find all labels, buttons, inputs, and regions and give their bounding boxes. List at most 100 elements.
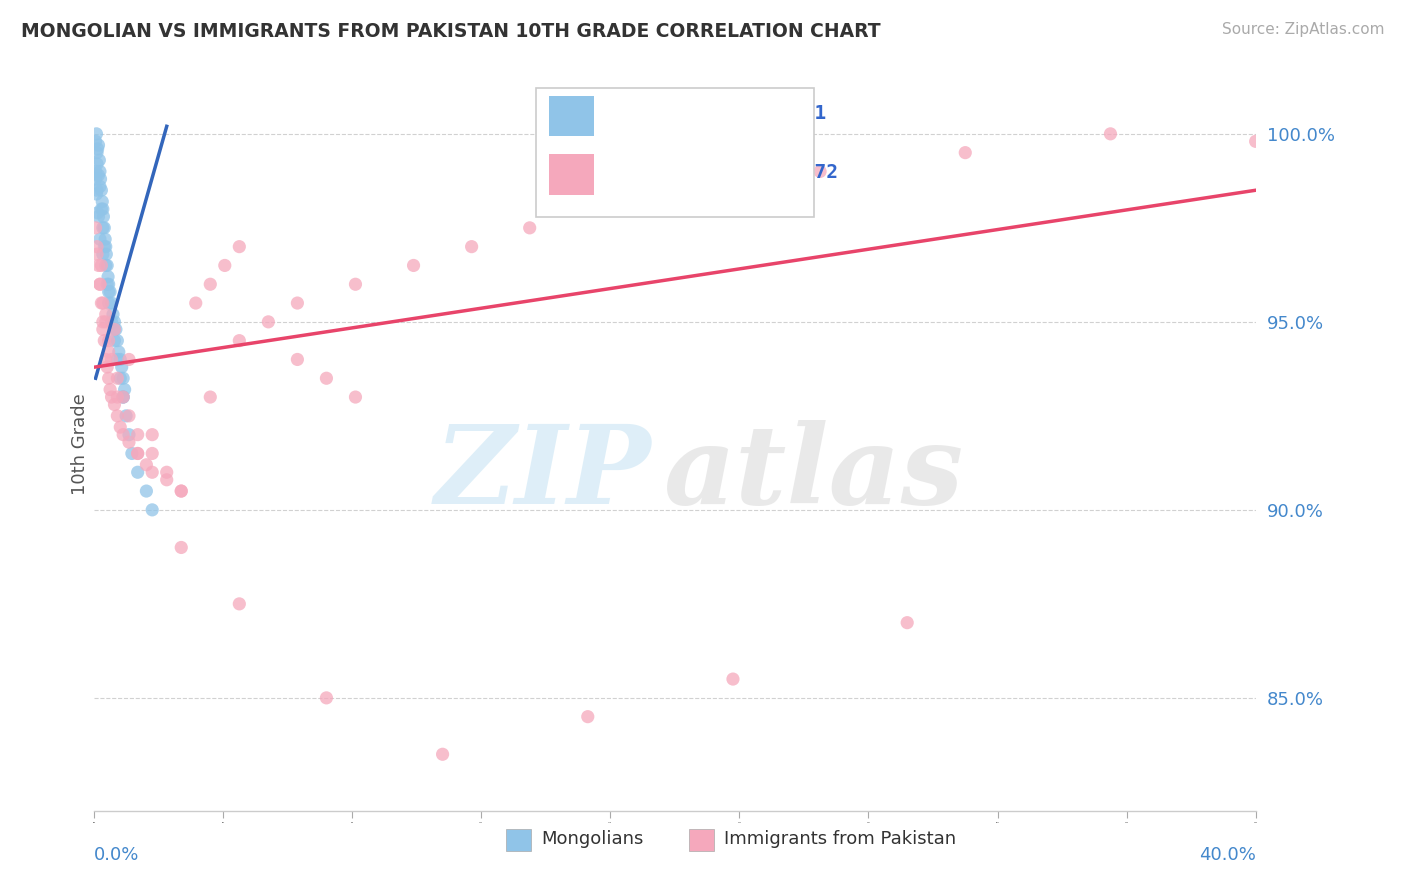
Point [344,390,367,404]
Point [105,334,128,348]
Point [86,206,108,220]
Point [87,210,110,224]
Point [896,615,918,630]
Point [89,179,111,194]
Point [97,371,120,385]
Point [141,503,163,517]
Point [91,194,114,209]
Point [110,352,132,367]
Point [118,427,141,442]
Point [460,240,482,254]
Point [94,240,117,254]
Point [432,747,454,762]
Point [214,259,236,273]
Point [89,153,111,168]
Y-axis label: 10th Grade: 10th Grade [72,393,89,495]
Point [98,285,121,299]
Point [97,334,120,348]
Point [721,672,744,686]
Point [112,371,135,385]
Point [141,427,163,442]
Point [100,315,122,329]
Point [84,164,107,178]
Point [127,465,149,479]
Point [1099,127,1122,141]
Point [101,307,124,321]
Point [287,296,309,310]
Point [93,220,115,235]
Point [170,484,193,499]
Point [118,409,141,423]
Point [90,202,112,216]
Point [103,398,125,412]
Point [1244,134,1267,148]
Point [87,259,110,273]
Point [118,435,141,450]
Text: Mongolians: Mongolians [541,830,644,848]
Point [105,409,128,423]
FancyBboxPatch shape [536,88,814,217]
Point [103,322,125,336]
Text: R =  0.199    N = 72: R = 0.199 N = 72 [603,163,838,182]
Point [955,145,977,160]
Point [228,597,250,611]
Point [89,277,111,292]
Point [135,484,157,499]
Point [315,690,337,705]
FancyBboxPatch shape [550,154,593,194]
Point [96,277,118,292]
Text: ZIP: ZIP [434,419,651,527]
Point [89,164,111,178]
Point [103,315,125,329]
Text: 0.0%: 0.0% [94,847,139,864]
Point [91,202,114,216]
Point [105,352,128,367]
Point [90,296,112,310]
Point [108,345,131,359]
Point [100,390,122,404]
Point [91,296,114,310]
Point [97,269,120,284]
Point [112,390,135,404]
Point [606,202,628,216]
Point [344,277,367,292]
Point [96,247,118,261]
Point [84,172,107,186]
Point [91,247,114,261]
Text: MONGOLIAN VS IMMIGRANTS FROM PAKISTAN 10TH GRADE CORRELATION CHART: MONGOLIAN VS IMMIGRANTS FROM PAKISTAN 10… [21,22,880,41]
Text: Immigrants from Pakistan: Immigrants from Pakistan [724,830,956,848]
Point [90,183,112,197]
Point [98,383,121,397]
Point [100,352,122,367]
Point [141,446,163,460]
Point [97,296,120,310]
Point [96,359,118,374]
Point [84,134,107,148]
Text: atlas: atlas [664,419,963,527]
Point [200,277,222,292]
Text: R = 0.360    N = 61: R = 0.360 N = 61 [603,103,827,123]
Point [135,458,157,472]
Point [97,345,120,359]
Point [104,322,127,336]
Point [103,322,125,336]
Point [170,484,193,499]
Point [96,259,118,273]
Point [93,210,115,224]
Point [315,371,337,385]
Point [664,183,686,197]
Point [118,352,141,367]
Point [228,240,250,254]
Point [94,315,117,329]
Point [112,390,135,404]
Point [519,220,541,235]
Point [100,296,122,310]
Point [127,446,149,460]
Point [87,168,110,182]
Point [94,259,117,273]
Point [86,247,108,261]
Point [93,240,115,254]
Point [105,371,128,385]
Point [86,157,108,171]
Point [114,383,136,397]
